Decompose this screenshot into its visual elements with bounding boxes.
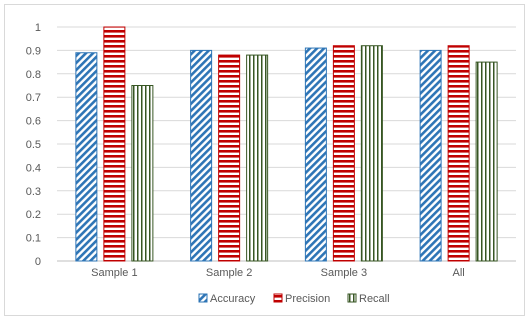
bar-precision-sample-3 (332, 45, 355, 262)
y-tick-label: 0.3 (26, 186, 41, 198)
y-tick-label: 0.7 (26, 92, 41, 104)
y-tick-label: 0.5 (26, 139, 41, 151)
y-tick-label: 0.8 (26, 69, 41, 81)
x-tick-label: Sample 3 (321, 267, 367, 279)
legend-label: Accuracy (210, 293, 256, 305)
y-tick-label: 0.6 (26, 116, 41, 128)
bar-chart: 00.10.20.30.40.50.60.70.80.91 Sample 1 Sa… (26, 22, 516, 305)
legend-item-precision: Precision (273, 293, 330, 305)
legend-item-accuracy: Accuracy (198, 293, 256, 305)
y-tick-label: 1 (35, 22, 41, 34)
y-axis-ticks: 0 0.1 0.2 0.3 0.4 0.5 0.6 0.7 0.8 0.9 1 (26, 22, 41, 268)
bar-recall-sample-2 (246, 54, 269, 262)
bar-recall-sample-3 (360, 45, 383, 262)
x-tick-label: All (453, 267, 465, 279)
bar-accuracy-sample-2 (190, 49, 213, 262)
bar-precision-sample-2 (218, 54, 241, 262)
gridlines (57, 26, 516, 262)
bar-accuracy-all (419, 49, 442, 262)
legend-swatch (198, 293, 208, 303)
legend-swatch (273, 293, 283, 303)
y-tick-label: 0.4 (26, 162, 41, 174)
legend-item-recall: Recall (347, 293, 390, 305)
bar-precision-all (447, 45, 470, 262)
chart-frame: 0 0.1 0.2 0.3 0.4 0.5 0.6 0.7 0.8 0.9 1 Sample 1 Sa… (4, 4, 525, 316)
y-tick-label: 0 (35, 256, 41, 268)
bars (75, 26, 498, 262)
bar-accuracy-sample-1 (75, 52, 98, 262)
x-tick-label: Sample 2 (206, 267, 252, 279)
legend-label: Precision (285, 293, 330, 305)
bar-recall-sample-1 (131, 85, 154, 262)
legend-swatch (347, 293, 357, 303)
legend-label: Recall (359, 293, 390, 305)
legend: Accuracy Precision Recall (198, 293, 390, 305)
bar-recall-all (475, 61, 498, 262)
y-tick-label: 0.9 (26, 45, 41, 57)
x-tick-label: Sample 1 (91, 267, 137, 279)
x-axis-ticks: Sample 1 Sample 2 Sample 3 All (91, 267, 465, 279)
y-tick-label: 0.1 (26, 233, 41, 245)
bar-accuracy-sample-3 (304, 47, 327, 262)
y-tick-label: 0.2 (26, 209, 41, 221)
bar-precision-sample-1 (103, 26, 126, 262)
